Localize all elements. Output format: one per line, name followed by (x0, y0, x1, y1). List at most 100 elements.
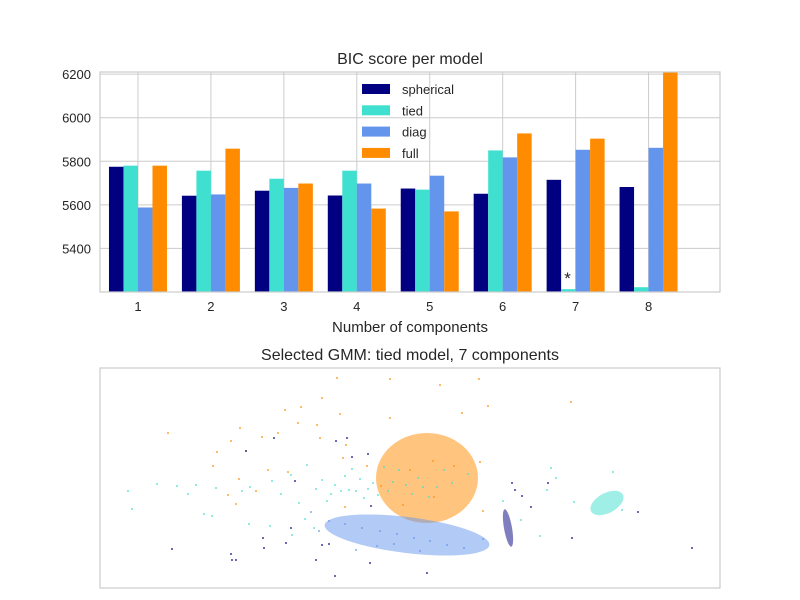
gmm-point (203, 513, 205, 515)
bic-bar-tied-7 (561, 289, 576, 292)
bic-bar-full-5 (444, 211, 459, 292)
gmm-point (443, 469, 445, 471)
gmm-point (398, 469, 400, 471)
gmm-point (546, 489, 548, 491)
gmm-point (478, 378, 480, 380)
gmm-point (351, 456, 353, 458)
gmm-point (315, 559, 317, 561)
gmm-point (248, 523, 250, 525)
gmm-point (321, 397, 323, 399)
gmm-point (212, 465, 214, 467)
gmm-point (428, 496, 430, 498)
bic-y-tick-label: 5600 (62, 198, 91, 213)
gmm-point (411, 493, 413, 495)
gmm-point (316, 424, 318, 426)
gmm-point (637, 511, 639, 513)
gmm-point (344, 475, 346, 477)
gmm-point (156, 483, 158, 485)
gmm-point (267, 469, 269, 471)
legend-label-tied: tied (402, 103, 423, 118)
gmm-point (345, 444, 347, 446)
gmm-point (429, 540, 431, 542)
gmm-point (573, 501, 575, 503)
bic-bar-tied-8 (634, 287, 649, 292)
gmm-point (263, 547, 265, 549)
bic-bar-diag-6 (502, 157, 518, 292)
bic-bar-tied-3 (269, 178, 284, 292)
gmm-point (211, 515, 213, 517)
gmm-point (344, 506, 346, 508)
gmm-point (355, 549, 357, 551)
gmm-point (409, 469, 411, 471)
gmm-point (392, 481, 394, 483)
best-model-marker: * (564, 269, 571, 288)
gmm-point (479, 461, 481, 463)
gmm-point (359, 478, 361, 480)
bic-bar-spherical-3 (254, 190, 270, 292)
gmm-point (344, 523, 346, 525)
bic-bar-full-3 (298, 183, 313, 292)
bic-bar-spherical-5 (400, 188, 416, 292)
bic-x-tick-label: 1 (134, 299, 141, 314)
gmm-point (389, 378, 391, 380)
gmm-point (328, 520, 330, 522)
legend-swatch-full (362, 147, 390, 158)
gmm-point (187, 493, 189, 495)
gmm-point (306, 464, 308, 466)
bic-y-tick-labels: 5400 5600 5800 6000 6200 (62, 67, 91, 256)
bic-y-tick-label: 6200 (62, 67, 91, 82)
gmm-point (402, 504, 404, 506)
bic-x-axis-label: Number of components (332, 319, 488, 336)
bic-bar-tied-6 (488, 150, 503, 292)
gmm-point (339, 413, 341, 415)
gmm-point (195, 484, 197, 486)
gmm-point (387, 490, 389, 492)
gmm-point (555, 477, 557, 479)
gmm-point (313, 527, 315, 529)
bic-bar-spherical-4 (327, 195, 343, 292)
gmm-point (370, 505, 372, 507)
gmm-point (417, 477, 419, 479)
gmm-point (167, 432, 169, 434)
gmm-point (446, 544, 448, 546)
gmm-point (342, 457, 344, 459)
gmm-point (413, 537, 415, 539)
gmm-point (691, 547, 693, 549)
gmm-point (271, 480, 273, 482)
gmm-point (433, 496, 435, 498)
gmm-point (231, 559, 233, 561)
bic-bar-full-2 (225, 148, 240, 292)
gmm-point (511, 482, 513, 484)
gmm-point (612, 471, 614, 473)
gmm-point (277, 432, 279, 434)
gmm-point (297, 422, 299, 424)
bic-bar-diag-3 (283, 187, 299, 292)
gmm-point (216, 451, 218, 453)
bic-y-tick-label: 6000 (62, 111, 91, 126)
bic-bar-diag-7 (575, 149, 591, 292)
bic-x-tick-label: 4 (353, 299, 360, 314)
bic-x-tick-label: 3 (280, 299, 287, 314)
gmm-point (346, 437, 348, 439)
gmm-point (304, 518, 306, 520)
gmm-chart-title: Selected GMM: tied model, 7 components (261, 347, 559, 364)
bic-x-tick-label: 5 (426, 299, 433, 314)
legend-swatch-spherical (362, 84, 390, 94)
bic-chart-title: BIC score per model (337, 51, 483, 68)
gmm-point (318, 530, 320, 532)
bic-bar-spherical-2 (181, 195, 197, 292)
gmm-point (351, 468, 353, 470)
gmm-point (419, 550, 421, 552)
gmm-point (482, 510, 484, 512)
gmm-point (363, 497, 365, 499)
gmm-point (432, 460, 434, 462)
gmm-point (255, 490, 257, 492)
gmm-ellipse-cornflower (324, 514, 490, 556)
bic-bar-full-8 (663, 72, 678, 292)
gmm-point (131, 508, 133, 510)
gmm-point (330, 493, 332, 495)
gmm-point (319, 437, 321, 439)
bic-bar-diag-2 (210, 194, 226, 292)
gmm-point (269, 525, 271, 527)
